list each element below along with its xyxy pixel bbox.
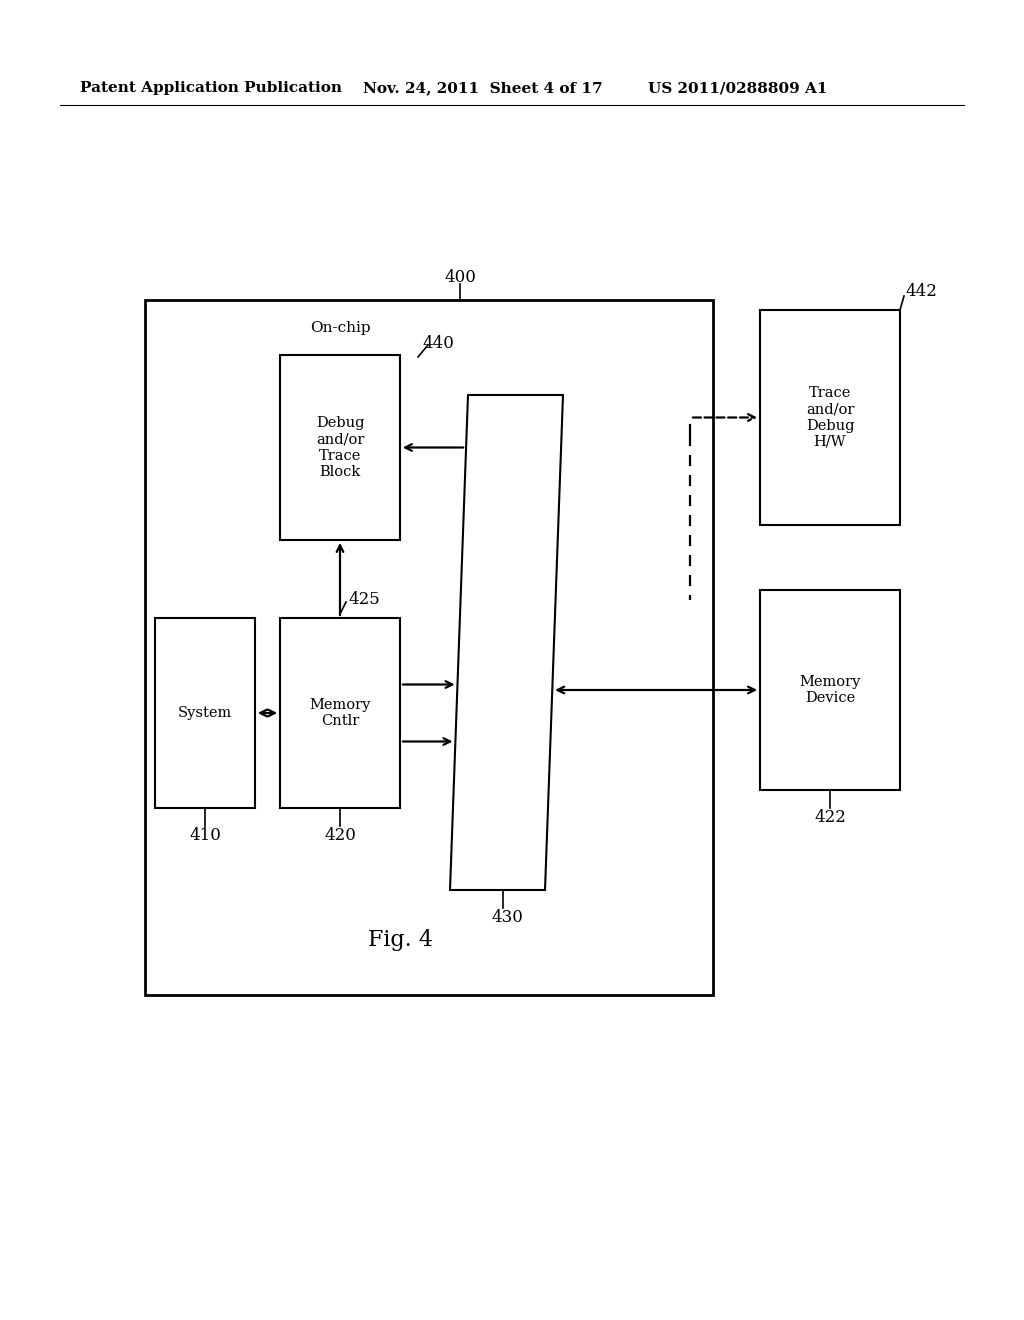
Text: Trace
and/or
Debug
H/W: Trace and/or Debug H/W [806,387,854,449]
Text: 442: 442 [905,284,937,301]
Bar [155,618,255,808]
Text: Nov. 24, 2011  Sheet 4 of 17: Nov. 24, 2011 Sheet 4 of 17 [362,81,603,95]
Text: 440: 440 [422,334,454,351]
Text: System: System [178,706,232,719]
Bar [760,590,900,789]
Bar [280,355,400,540]
Text: Memory
Cntlr: Memory Cntlr [309,698,371,729]
Text: Fig. 4: Fig. 4 [368,929,432,950]
Text: 420: 420 [324,828,356,845]
Text: 410: 410 [189,828,221,845]
Polygon shape [450,395,563,890]
Text: Memory
Device: Memory Device [800,675,861,705]
Text: US 2011/0288809 A1: US 2011/0288809 A1 [648,81,827,95]
Text: 422: 422 [814,809,846,826]
Text: 425: 425 [348,591,380,609]
Text: 430: 430 [492,909,523,927]
Bar [280,618,400,808]
Text: 400: 400 [444,269,476,286]
Text: Patent Application Publication: Patent Application Publication [80,81,342,95]
Text: On-chip: On-chip [309,321,371,335]
Bar [760,310,900,525]
Bar [145,300,713,995]
Text: Debug
and/or
Trace
Block: Debug and/or Trace Block [315,416,365,479]
